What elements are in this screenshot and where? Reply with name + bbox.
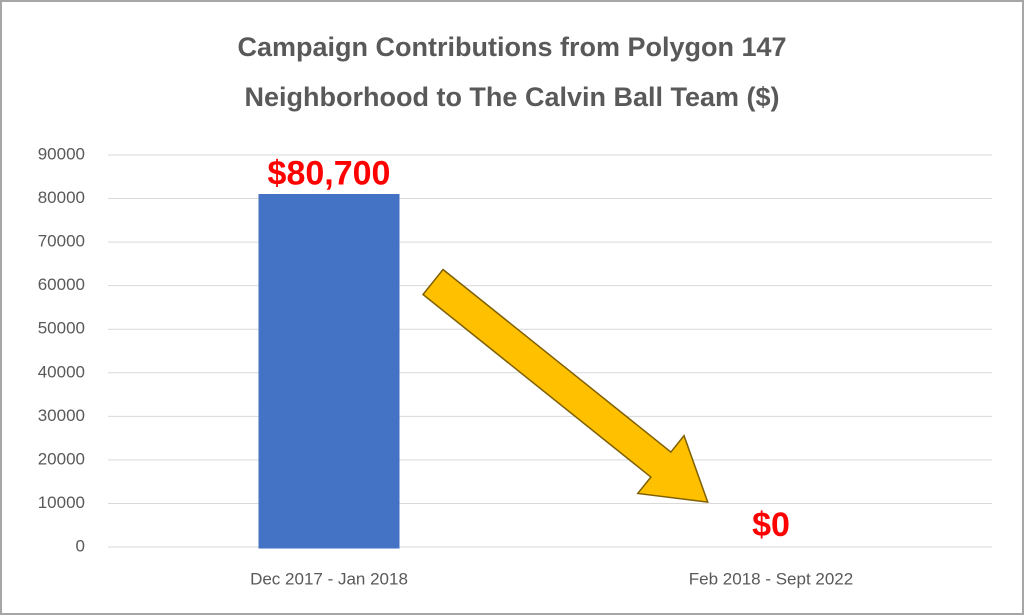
chart-title-line: Neighborhood to The Calvin Ball Team ($) (244, 82, 779, 112)
x-tick-label: Feb 2018 - Sept 2022 (689, 569, 853, 588)
y-tick-label: 30000 (38, 406, 85, 425)
y-tick-label: 50000 (38, 319, 85, 338)
y-tick-label: 90000 (38, 144, 85, 163)
value-label: $0 (752, 506, 790, 544)
y-tick-label: 70000 (38, 232, 85, 251)
x-tick-label: Dec 2017 - Jan 2018 (250, 569, 408, 588)
trend-arrow (421, 268, 709, 503)
bar (258, 194, 400, 549)
y-tick-label: 40000 (38, 362, 85, 381)
arrow-shape (421, 268, 709, 503)
chart-title-line: Campaign Contributions from Polygon 147 (237, 32, 786, 62)
plot-area: 0 10000 20000 30000 40000 50000 60000 70000 8000… (38, 144, 992, 588)
value-label: $80,700 (268, 154, 391, 192)
y-tick-label: 10000 (38, 493, 85, 512)
y-tick-label: 0 (76, 536, 85, 555)
y-tick-label: 60000 (38, 275, 85, 294)
y-tick-label: 20000 (38, 449, 85, 468)
y-tick-label: 80000 (38, 188, 85, 207)
